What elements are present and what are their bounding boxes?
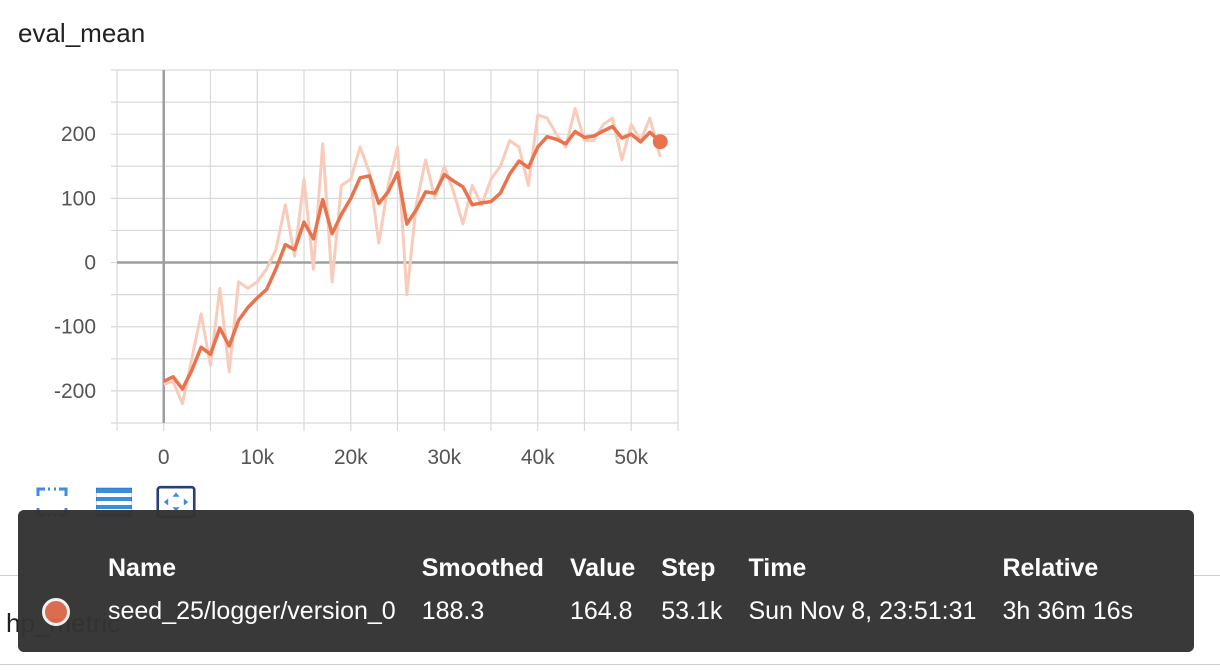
eval-mean-chart[interactable]: 0 10k 20k 30k 40k 50k -200 -100 0 100 200 <box>0 0 700 480</box>
tooltip-relative: 3h 36m 16s <box>1002 596 1134 625</box>
chart-axes <box>117 70 678 423</box>
tooltip-header-swatch <box>42 546 108 590</box>
x-tick-label: 50k <box>614 446 648 469</box>
raw-series-line <box>163 107 662 406</box>
y-tick-label: -200 <box>54 380 96 403</box>
tooltip-header-row: Name Smoothed Value Step Time Relative <box>42 546 1159 590</box>
x-tick-label: 30k <box>427 446 461 469</box>
card-divider-bottom <box>0 664 1220 665</box>
y-tick-label: 100 <box>61 187 96 210</box>
x-tick-label: 40k <box>521 446 555 469</box>
y-tick-label: 200 <box>61 123 96 146</box>
run-color-swatch <box>42 597 70 626</box>
tooltip-header-time: Time <box>748 553 807 582</box>
tooltip-header-name: Name <box>108 553 177 582</box>
x-tick-label: 0 <box>158 446 170 469</box>
tooltip-run-name: seed_25/logger/version_0 <box>108 596 396 625</box>
chart-tick-labels: 0 10k 20k 30k 40k 50k -200 -100 0 100 200 <box>54 123 649 469</box>
tooltip-swatch-cell <box>42 590 108 632</box>
chart-tooltip: Name Smoothed Value Step Time Relative s… <box>18 510 1194 652</box>
tooltip-time: Sun Nov 8, 23:51:31 <box>748 596 977 625</box>
tooltip-header-value: Value <box>569 553 636 582</box>
tooltip-table: Name Smoothed Value Step Time Relative s… <box>42 546 1159 632</box>
y-tick-label: -100 <box>54 316 96 339</box>
chart-series <box>163 107 668 406</box>
smoothed-series-line <box>163 124 662 391</box>
tooltip-header-smoothed: Smoothed <box>421 553 544 582</box>
y-tick-label: 0 <box>84 252 96 275</box>
chart-title: eval_mean <box>18 18 146 48</box>
chart-grid <box>111 69 679 431</box>
x-tick-label: 20k <box>334 446 368 469</box>
hover-point-marker <box>652 134 668 150</box>
tooltip-row: seed_25/logger/version_0 188.3 164.8 53.… <box>42 590 1159 632</box>
tooltip-header-step: Step <box>661 553 716 582</box>
tooltip-header-relative: Relative <box>1002 553 1099 582</box>
tooltip-step: 53.1k <box>661 596 723 625</box>
tooltip-raw-value: 164.8 <box>569 596 633 625</box>
tooltip-smoothed-value: 188.3 <box>421 596 485 625</box>
x-tick-label: 10k <box>240 446 274 469</box>
